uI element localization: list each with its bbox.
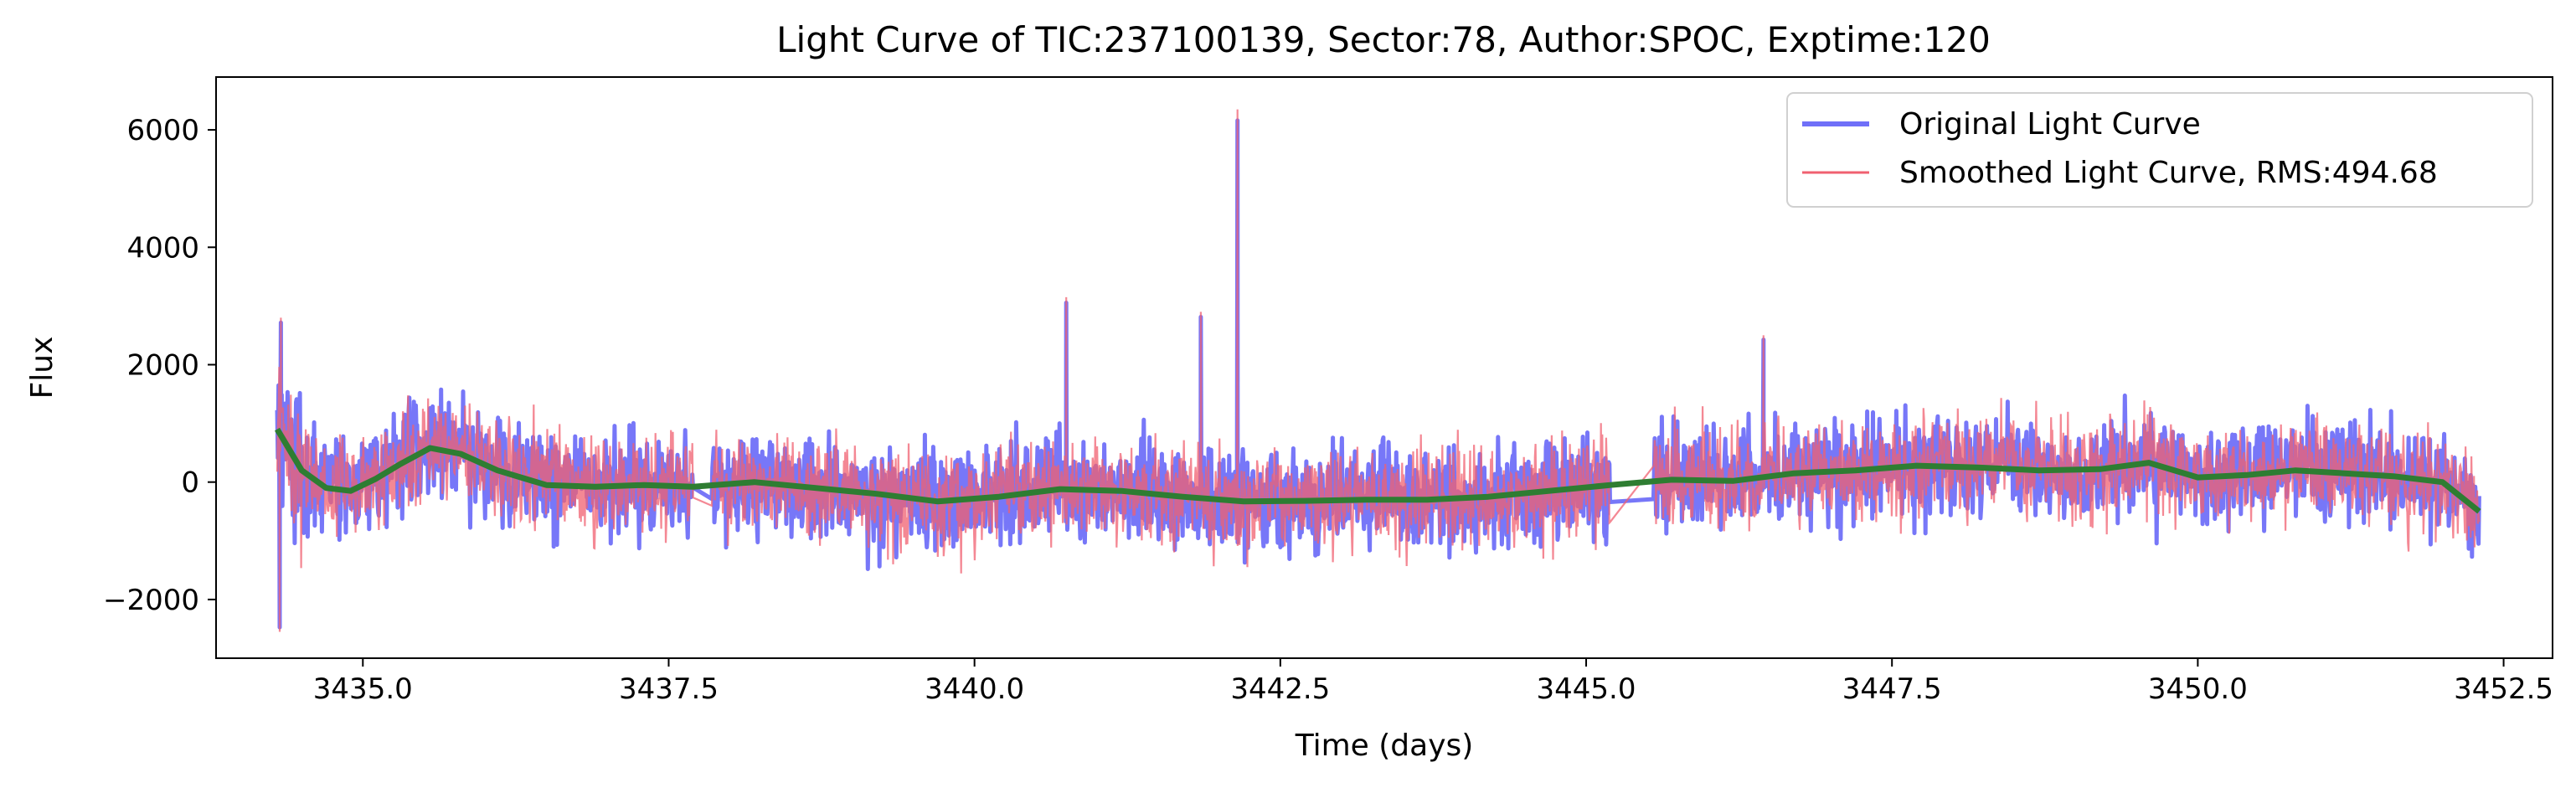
x-tick-label: 3442.5 — [1230, 672, 1330, 706]
chart-title: Light Curve of TIC:237100139, Sector:78,… — [776, 19, 1991, 60]
y-axis-title: Flux — [25, 337, 59, 399]
y-axis: −2000 0 2000 4000 6000 — [103, 114, 216, 617]
series-trend-line — [274, 427, 2481, 514]
legend-label-original: Original Light Curve — [1899, 107, 2201, 142]
legend: Original Light Curve Smoothed Light Curv… — [1786, 92, 2533, 208]
x-tick-label: 3452.5 — [2454, 672, 2553, 706]
x-tick-label: 3445.0 — [1537, 672, 1636, 706]
x-tick-label: 3447.5 — [1842, 672, 1942, 706]
y-tick-label: −2000 — [103, 584, 199, 617]
x-axis-title: Time (days) — [1295, 729, 1474, 763]
plot-frame — [215, 76, 2553, 659]
y-tick-label: 4000 — [126, 231, 199, 265]
x-axis: 3435.0 3437.5 3440.0 3442.5 3445.0 3447.5 3450… — [313, 658, 2553, 706]
x-tick-label: 3435.0 — [313, 672, 413, 706]
series-layer — [274, 109, 2481, 632]
x-tick-label: 3437.5 — [619, 672, 719, 706]
y-tick-label: 0 — [181, 466, 199, 500]
series-smoothed-light-curve — [276, 109, 2481, 632]
y-tick-label: 2000 — [126, 348, 199, 382]
legend-label-smoothed: Smoothed Light Curve, RMS:494.68 — [1899, 156, 2438, 190]
y-tick-label: 6000 — [126, 114, 199, 147]
x-tick-label: 3440.0 — [925, 672, 1024, 706]
x-tick-label: 3450.0 — [2148, 672, 2248, 706]
legend-frame — [1786, 92, 2533, 208]
